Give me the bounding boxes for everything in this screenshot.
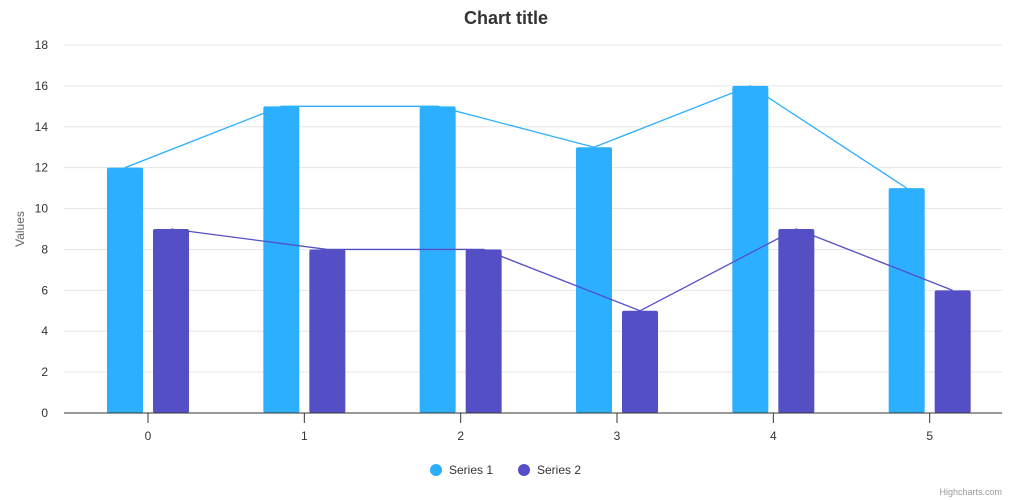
legend-label-series-2[interactable]: Series 2	[537, 463, 581, 477]
chart-title: Chart title	[464, 8, 548, 28]
y-tick-label: 14	[35, 120, 49, 134]
column-bars	[107, 85, 971, 413]
x-tick-label: 5	[926, 429, 933, 443]
bar-series-1[interactable]	[732, 85, 769, 413]
bar-series-1[interactable]	[888, 188, 925, 413]
bar-series-2[interactable]	[934, 290, 971, 413]
bar-series-2[interactable]	[465, 249, 502, 413]
bar-series-1[interactable]	[107, 167, 143, 413]
y-tick-label: 8	[41, 242, 48, 256]
x-tick-label: 1	[301, 429, 308, 443]
y-tick-label: 2	[41, 365, 48, 379]
bar-series-2[interactable]	[309, 249, 346, 413]
credits-link[interactable]: Highcharts.com	[939, 487, 1002, 497]
y-axis-ticks: 0 2 4 6 8 10 12 14 16 18	[35, 38, 49, 420]
y-tick-label: 16	[35, 79, 49, 93]
legend-label-series-1[interactable]: Series 1	[449, 463, 493, 477]
series-lines	[124, 85, 953, 312]
x-tick-label: 0	[145, 429, 152, 443]
x-tick-label: 4	[770, 429, 777, 443]
y-tick-label: 0	[41, 406, 48, 420]
line-series-1[interactable]	[124, 85, 908, 189]
y-tick-label: 10	[35, 202, 49, 216]
bar-series-1[interactable]	[576, 147, 612, 413]
legend-marker-series-2[interactable]	[518, 464, 530, 476]
gridlines	[64, 44, 1002, 373]
y-tick-label: 4	[41, 324, 48, 338]
x-axis-ticks: 0 1 2 3 4 5	[145, 413, 933, 443]
y-axis-title: Values	[13, 211, 27, 247]
y-tick-label: 6	[41, 283, 48, 297]
line-series-2[interactable]	[170, 228, 953, 312]
bar-series-2[interactable]	[153, 229, 189, 413]
bar-series-2[interactable]	[778, 229, 815, 413]
legend: Series 1 Series 2	[430, 463, 581, 477]
bar-series-1[interactable]	[263, 106, 300, 413]
bar-series-1[interactable]	[419, 106, 456, 413]
x-tick-label: 3	[614, 429, 621, 443]
y-tick-label: 18	[35, 38, 49, 52]
y-tick-label: 12	[35, 161, 49, 175]
legend-marker-series-1[interactable]	[430, 464, 442, 476]
bar-series-2[interactable]	[622, 310, 658, 413]
x-tick-label: 2	[457, 429, 464, 443]
